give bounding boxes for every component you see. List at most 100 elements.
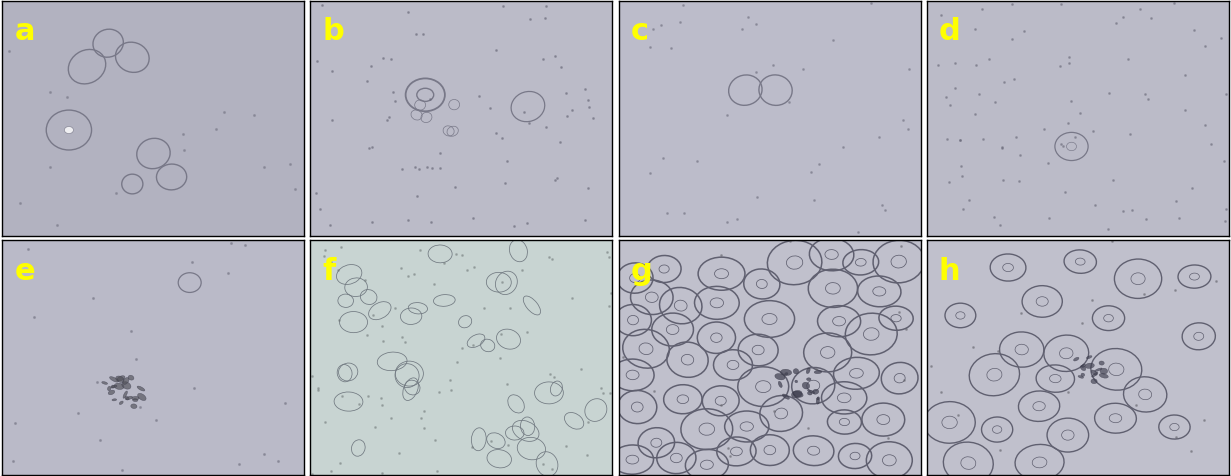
Point: [18, 245, 38, 253]
Point: [1214, 158, 1231, 165]
Point: [824, 36, 843, 44]
Point: [382, 55, 401, 63]
Point: [425, 281, 444, 288]
Point: [359, 144, 379, 152]
Point: [1135, 90, 1155, 98]
Point: [798, 425, 817, 432]
Point: [358, 393, 378, 400]
Point: [1206, 277, 1226, 285]
Point: [597, 248, 617, 256]
Point: [1169, 214, 1189, 222]
Point: [1181, 447, 1200, 455]
Point: [1002, 35, 1022, 42]
Point: [869, 133, 889, 140]
Point: [146, 416, 166, 424]
Point: [833, 143, 853, 151]
Ellipse shape: [1085, 363, 1094, 368]
Point: [575, 216, 595, 223]
Point: [602, 289, 622, 297]
Ellipse shape: [108, 390, 114, 395]
Point: [48, 221, 68, 228]
Point: [601, 389, 620, 397]
Point: [897, 125, 917, 132]
Point: [229, 460, 249, 468]
Ellipse shape: [806, 368, 810, 374]
Point: [873, 201, 892, 208]
Point: [495, 179, 515, 187]
Point: [414, 30, 433, 38]
Point: [551, 63, 571, 70]
Point: [255, 450, 275, 458]
Point: [235, 241, 255, 249]
Point: [385, 305, 405, 312]
Point: [84, 294, 103, 301]
Point: [490, 354, 510, 361]
Point: [579, 103, 598, 110]
Point: [431, 149, 451, 157]
Point: [431, 165, 451, 172]
Ellipse shape: [784, 373, 788, 375]
Point: [363, 311, 383, 319]
Ellipse shape: [1073, 357, 1080, 361]
Point: [563, 107, 582, 114]
Point: [462, 444, 481, 451]
Point: [425, 436, 444, 444]
Point: [539, 253, 559, 261]
Point: [806, 365, 826, 373]
Point: [361, 62, 380, 69]
Ellipse shape: [122, 382, 130, 389]
Point: [710, 251, 730, 258]
Point: [1004, 75, 1024, 82]
Point: [405, 163, 425, 171]
Ellipse shape: [774, 374, 785, 380]
Point: [374, 337, 394, 345]
Point: [993, 78, 1013, 86]
Point: [899, 65, 918, 73]
Point: [1039, 214, 1059, 222]
Point: [793, 65, 812, 72]
Point: [571, 365, 591, 373]
Point: [1065, 133, 1085, 141]
Point: [330, 459, 350, 466]
Point: [965, 26, 985, 33]
Ellipse shape: [780, 369, 792, 376]
Point: [1215, 217, 1231, 224]
Point: [373, 55, 393, 62]
Ellipse shape: [803, 382, 810, 389]
Point: [308, 385, 327, 392]
Text: b: b: [323, 18, 345, 46]
Point: [985, 213, 1004, 221]
Point: [645, 387, 665, 395]
Ellipse shape: [1099, 374, 1108, 378]
Point: [654, 154, 673, 162]
Point: [965, 110, 985, 118]
Point: [860, 0, 880, 7]
Ellipse shape: [1078, 376, 1083, 378]
Ellipse shape: [1081, 366, 1086, 371]
Point: [932, 11, 952, 19]
Point: [1050, 62, 1070, 70]
Point: [533, 56, 553, 63]
Point: [500, 305, 519, 312]
Point: [329, 266, 348, 274]
Point: [68, 410, 87, 417]
Point: [891, 242, 911, 249]
Point: [406, 30, 426, 38]
Point: [414, 407, 433, 415]
Point: [945, 84, 965, 92]
Point: [321, 467, 341, 475]
Point: [377, 117, 396, 124]
Point: [321, 258, 341, 266]
Point: [452, 251, 471, 259]
Point: [1103, 176, 1123, 184]
Point: [391, 333, 411, 341]
Point: [447, 358, 467, 366]
Point: [1126, 401, 1146, 409]
Point: [1011, 151, 1030, 159]
Point: [430, 387, 449, 395]
Point: [1113, 13, 1133, 20]
Point: [517, 219, 537, 227]
Point: [556, 442, 576, 450]
Point: [6, 419, 26, 427]
Point: [959, 196, 979, 204]
